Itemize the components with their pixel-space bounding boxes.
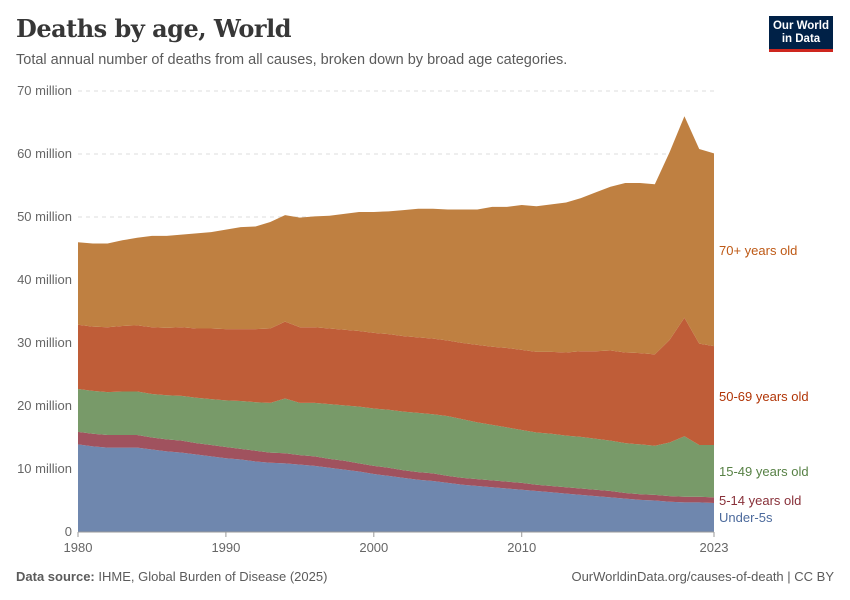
area-15-49-years-old — [78, 388, 714, 498]
source-label: Data source: — [16, 569, 95, 584]
y-tick-label: 70 million — [17, 83, 72, 98]
area-5-14-years-old — [78, 431, 714, 504]
area-70-years-old — [78, 116, 714, 355]
series-label: Under-5s — [719, 510, 773, 525]
owid-logo[interactable]: Our World in Data — [769, 16, 833, 52]
x-tick-label: 2000 — [359, 540, 388, 555]
footer-link[interactable]: OurWorldinData.org/causes-of-death | CC … — [571, 569, 834, 584]
y-tick-label: 0 — [65, 524, 72, 539]
series-label: 70+ years old — [719, 243, 797, 258]
y-tick-label: 60 million — [17, 146, 72, 161]
x-tick-label: 2023 — [700, 540, 729, 555]
y-tick-label: 50 million — [17, 209, 72, 224]
data-source: Data source: IHME, Global Burden of Dise… — [16, 569, 327, 584]
series-label: 15-49 years old — [719, 464, 809, 479]
series-label: 5-14 years old — [719, 493, 801, 508]
x-tick-label: 2010 — [507, 540, 536, 555]
x-tick-label: 1980 — [64, 540, 93, 555]
x-tick-label: 1990 — [211, 540, 240, 555]
chart-subtitle: Total annual number of deaths from all c… — [16, 52, 568, 68]
area-50-69-years-old — [78, 317, 714, 446]
y-tick-label: 30 million — [17, 335, 72, 350]
chart-title: Deaths by age, World — [16, 14, 291, 43]
area-under-5s — [78, 444, 714, 532]
source-text: IHME, Global Burden of Disease (2025) — [98, 569, 328, 584]
series-label: 50-69 years old — [719, 389, 809, 404]
y-tick-label: 20 million — [17, 398, 72, 413]
y-tick-label: 40 million — [17, 272, 72, 287]
y-tick-label: 10 million — [17, 461, 72, 476]
